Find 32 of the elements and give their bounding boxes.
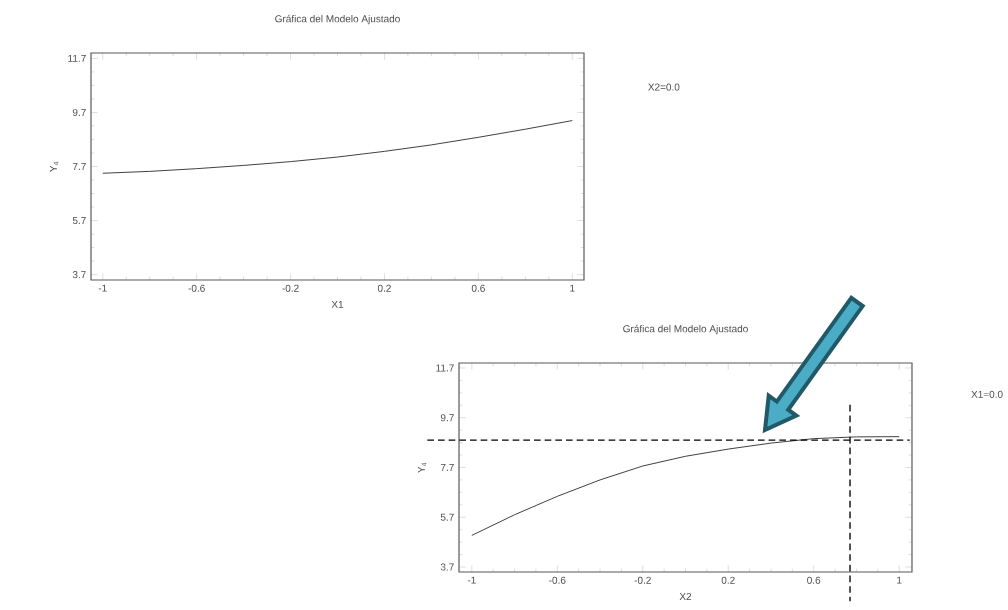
chart-title: Gráfica del Modelo Ajustado <box>623 324 748 335</box>
y-tick-label: 7.7 <box>440 464 454 471</box>
x-tick-label: 0.2 <box>377 284 391 292</box>
x-tick-label: 0.2 <box>721 576 735 584</box>
x-tick-label: -1 <box>467 576 476 584</box>
x-tick-label: 1 <box>570 284 575 292</box>
x-tick-label: 1 <box>897 576 902 584</box>
y-tick-label: 5.7 <box>440 513 454 521</box>
x-axis-title: X2 <box>679 592 692 600</box>
text: X2=0.0 <box>648 83 680 91</box>
x-tick-label: 0.6 <box>807 576 821 584</box>
x-tick-label: -0.2 <box>282 284 299 292</box>
x-tick-label: -0.6 <box>188 284 205 292</box>
y-tick-label: 7.7 <box>72 163 86 170</box>
chart-title: Gráfica del Modelo Ajustado <box>275 14 400 25</box>
y-tick-label: 3.7 <box>440 563 454 571</box>
line-series <box>102 120 573 174</box>
y-tick-label: 3.7 <box>72 271 86 279</box>
y-tick-label: 9.7 <box>440 414 454 422</box>
text: X1=0.0 <box>971 390 1003 398</box>
y-tick-label: 9.7 <box>72 108 86 116</box>
y-axis-title: Y$_{4}$ <box>417 462 427 473</box>
x-tick-label: 0.6 <box>471 284 485 292</box>
x-axis-title: X1 <box>331 300 344 308</box>
line-series <box>471 436 900 536</box>
x-tick-label: -1 <box>98 284 107 292</box>
y-axis-title: Y$_{4}$ <box>49 161 59 172</box>
x-tick-label: -0.2 <box>634 576 651 584</box>
y-tick-label: 11.7 <box>436 364 454 372</box>
y-tick-label: 5.7 <box>72 217 86 225</box>
y-tick-label: 11.7 <box>68 54 86 62</box>
x-tick-label: -0.6 <box>549 576 566 584</box>
